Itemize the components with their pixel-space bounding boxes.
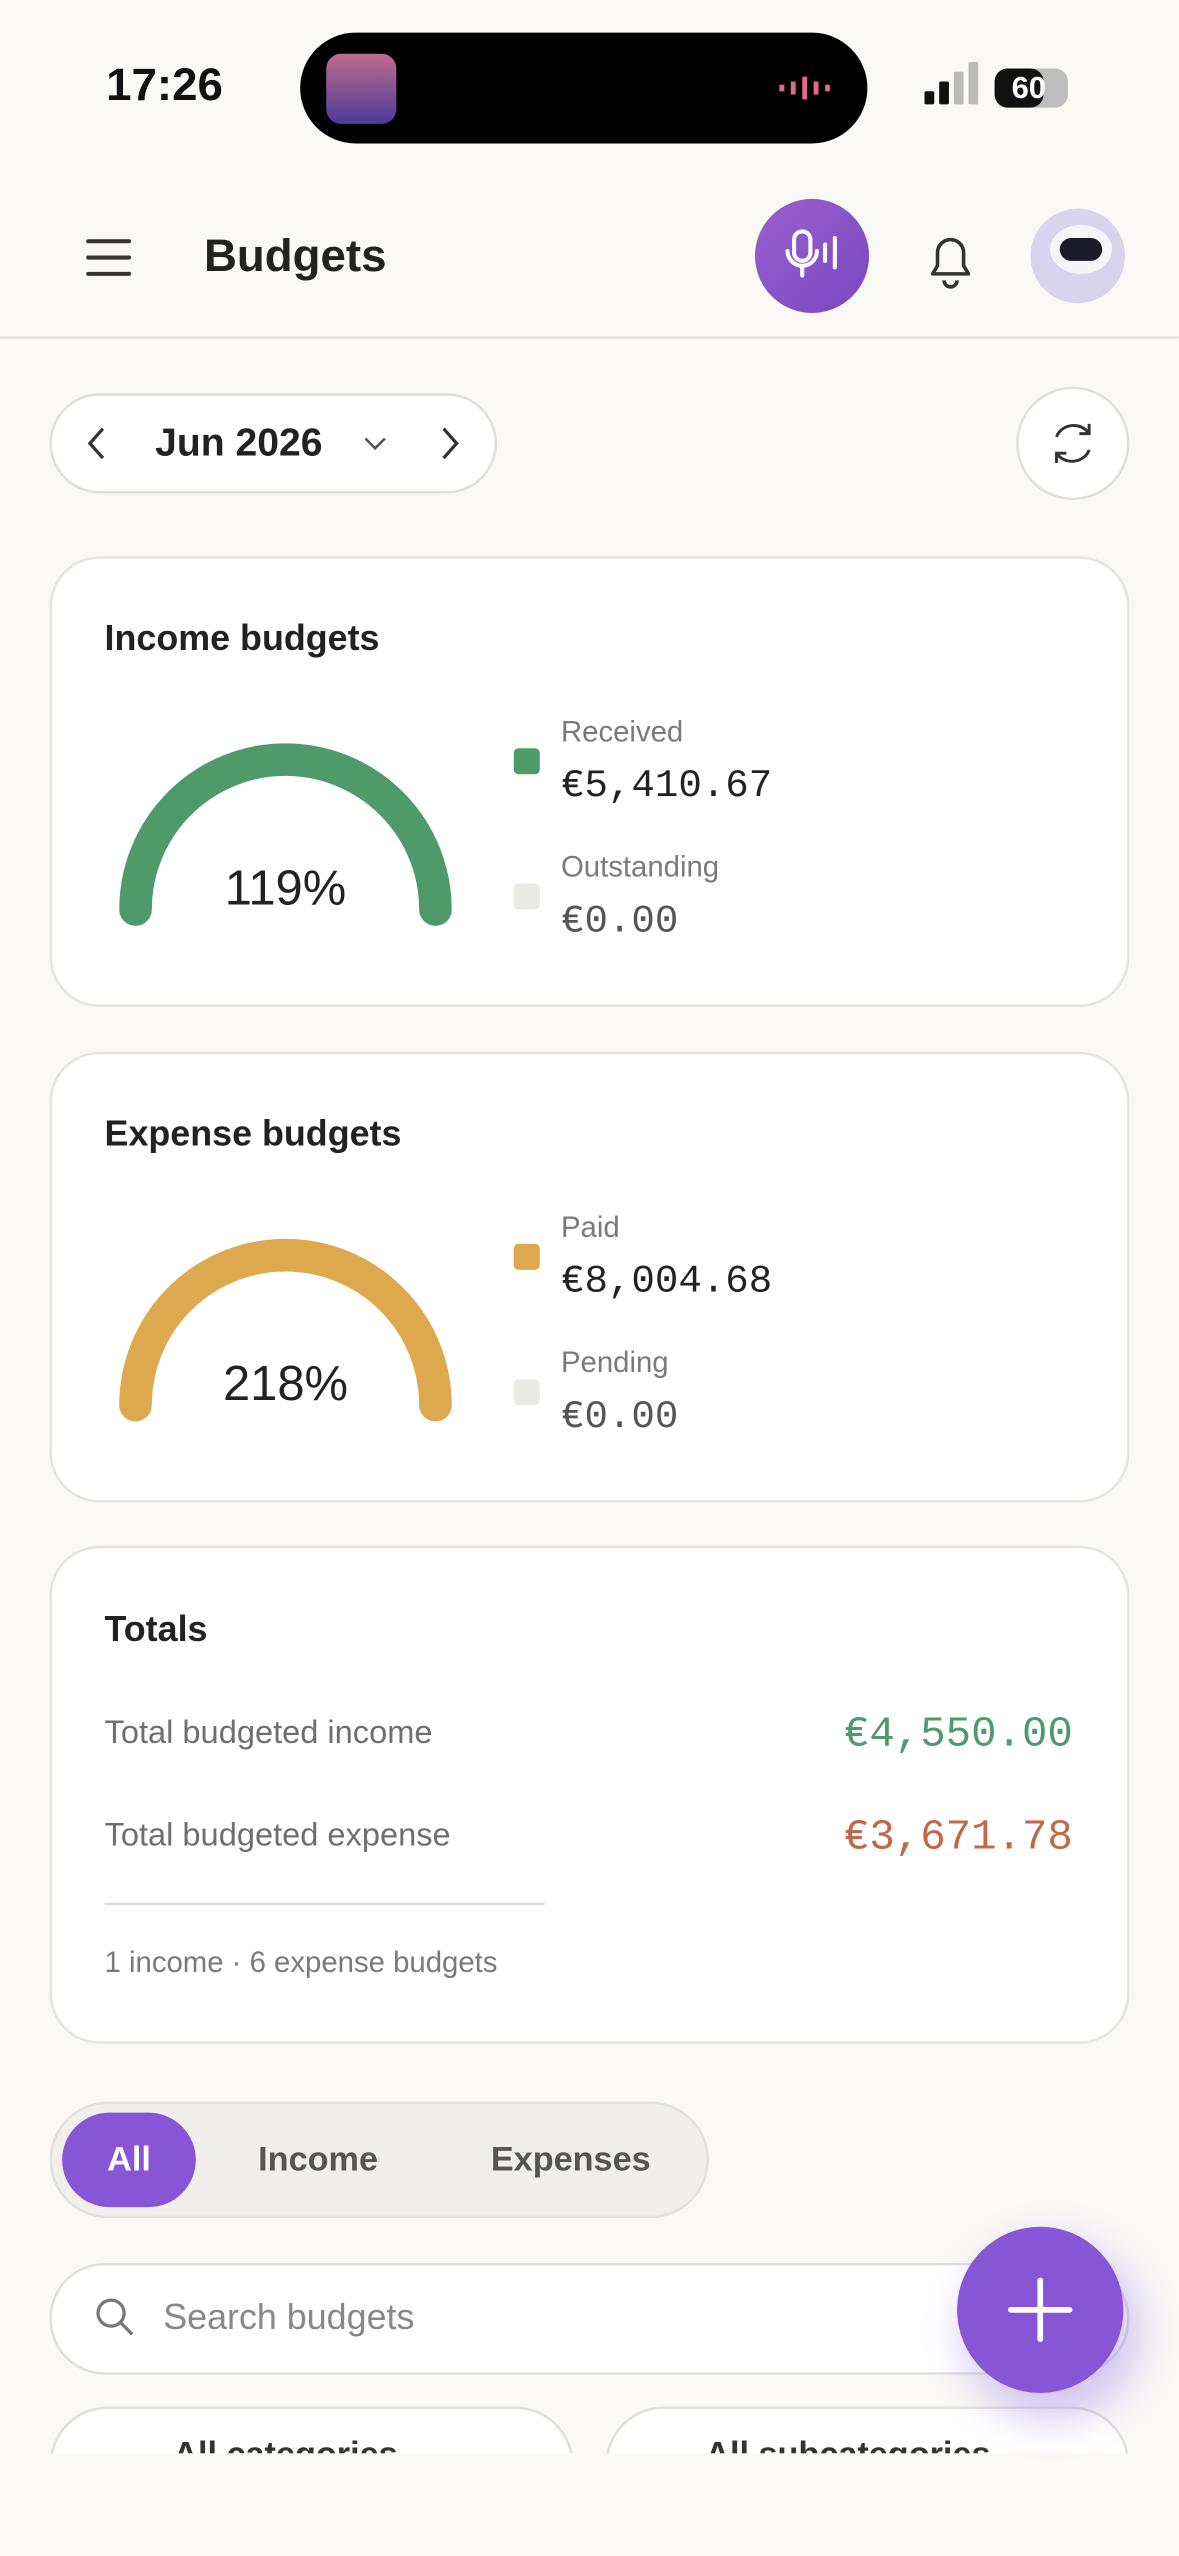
legend-value: €0.00: [561, 1394, 678, 1439]
bottom-area: [0, 2453, 1179, 2556]
card-title: Totals: [105, 1609, 208, 1649]
add-icon: [1008, 2277, 1073, 2343]
voice-button[interactable]: [754, 198, 870, 313]
battery-text: 60: [1012, 70, 1046, 105]
card-title: Expense budgets: [105, 1114, 402, 1154]
next-month[interactable]: [442, 427, 459, 460]
avatar-visor: [1059, 237, 1103, 261]
legend-value: €5,410.67: [561, 763, 772, 808]
month-label[interactable]: Jun 2026: [155, 421, 322, 464]
refresh-icon: [1055, 423, 1091, 463]
gauge-percent: 119%: [225, 862, 346, 916]
mic-icon: [785, 229, 837, 278]
month-dropdown: [364, 437, 386, 451]
battery-level: [994, 68, 1044, 108]
search-icon: [96, 2298, 134, 2336]
search-placeholder: Search budgets: [163, 2297, 414, 2337]
dynamic-island: [300, 32, 868, 144]
filter-tabs: [49, 2101, 709, 2219]
totals-card: [49, 1545, 1130, 2044]
legend-label: Received: [561, 715, 683, 748]
legend-label: Outstanding: [561, 851, 719, 884]
previous-month[interactable]: [87, 427, 105, 460]
tab[interactable]: Expenses: [491, 2141, 651, 2179]
tab[interactable]: Income: [258, 2141, 378, 2179]
total-value: €4,550.00: [844, 1711, 1073, 1759]
status-time: 17:26: [106, 59, 223, 110]
total-value: €3,671.78: [844, 1813, 1073, 1861]
signal: [924, 61, 979, 105]
income-card: [49, 556, 1130, 1007]
total-label: Total budgeted expense: [105, 1816, 451, 1853]
expense-card: [49, 1051, 1130, 1503]
notifications-button[interactable]: [930, 237, 971, 289]
tab[interactable]: All: [107, 2141, 151, 2179]
app-icon: [326, 53, 397, 124]
total-label: Total budgeted income: [105, 1713, 433, 1750]
totals-summary: 1 income · 6 expense budgets: [105, 1946, 498, 1979]
page-title: Budgets: [204, 230, 387, 281]
island-activity: [779, 76, 830, 100]
month-selector: [49, 393, 497, 494]
legend-dot: [513, 1243, 540, 1270]
refresh-button[interactable]: [1016, 386, 1130, 501]
legend-label: Pending: [561, 1346, 669, 1379]
legend-dot: [513, 883, 540, 910]
legend-dot: [513, 1379, 540, 1406]
menu-button[interactable]: [86, 239, 132, 276]
gauge-percent: 218%: [223, 1357, 348, 1411]
gauge: [119, 1238, 452, 1422]
legend-value: €0.00: [561, 898, 678, 943]
tab-active[interactable]: [62, 2112, 196, 2208]
card-title: Income budgets: [105, 618, 380, 658]
legend-dot: [513, 748, 540, 775]
legend-value: €8,004.68: [561, 1259, 772, 1304]
gauge: [119, 743, 452, 926]
legend-label: Paid: [561, 1211, 620, 1244]
